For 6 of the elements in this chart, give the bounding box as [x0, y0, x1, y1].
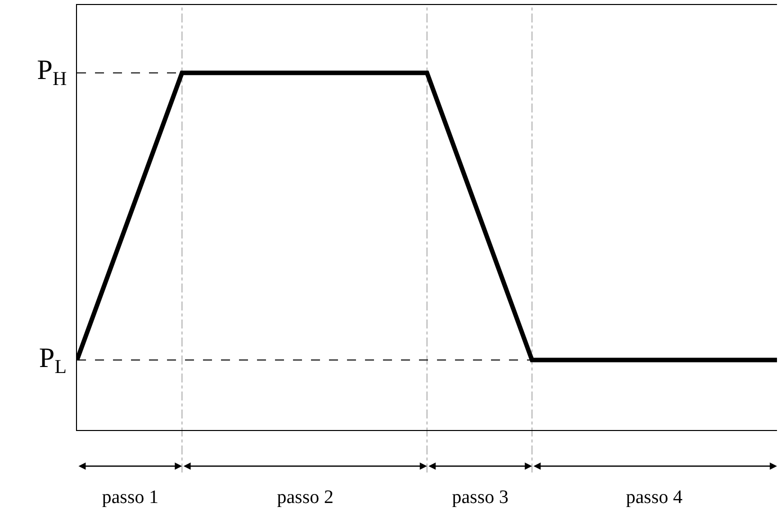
text: passo 4: [626, 487, 683, 508]
text: passo 3: [452, 487, 508, 508]
text: passo 2: [277, 487, 334, 508]
ref-line-label: P$_{L}$: [39, 343, 67, 378]
text: passo 1: [102, 487, 158, 508]
ref-line-label: P$_{H}$: [37, 55, 67, 90]
